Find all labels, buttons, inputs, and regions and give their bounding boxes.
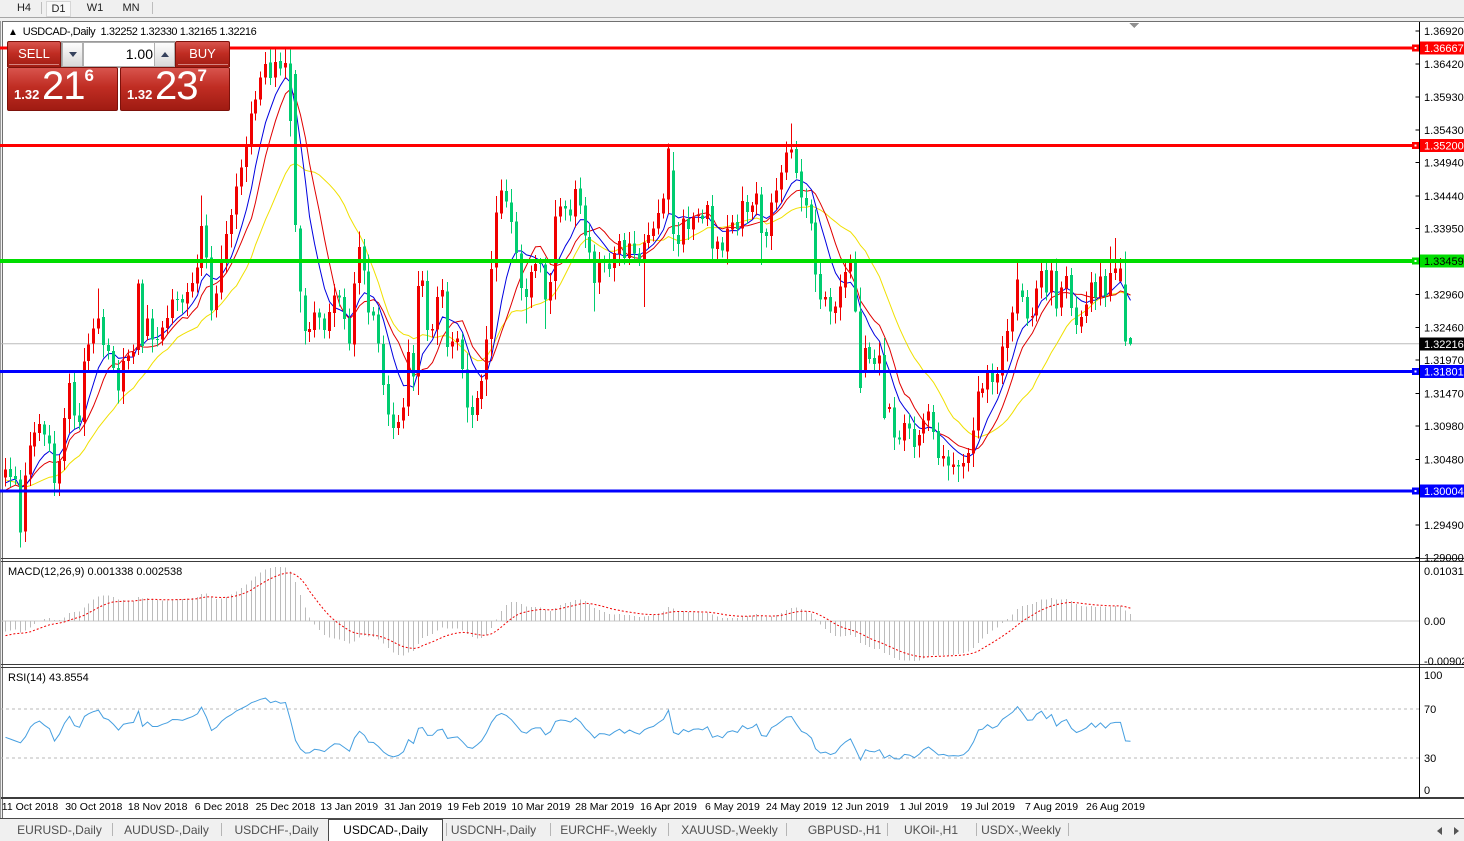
svg-text:1.32960: 1.32960: [1424, 289, 1464, 301]
svg-text:1.30004: 1.30004: [1424, 486, 1464, 498]
svg-text:1.30980: 1.30980: [1424, 421, 1464, 433]
svg-text:1.29490: 1.29490: [1424, 520, 1464, 532]
svg-text:-0.0090203: -0.0090203: [1424, 656, 1464, 668]
svg-text:13 Jan 2019: 13 Jan 2019: [320, 801, 378, 813]
svg-text:1.36920: 1.36920: [1424, 26, 1464, 38]
svg-text:0.010311: 0.010311: [1424, 566, 1464, 578]
svg-text:MACD(12,26,9) 0.001338 0.00253: MACD(12,26,9) 0.001338 0.002538: [8, 566, 182, 578]
svg-text:0: 0: [1424, 785, 1430, 797]
svg-text:19 Jul 2019: 19 Jul 2019: [961, 801, 1015, 813]
svg-text:1 Jul 2019: 1 Jul 2019: [900, 801, 949, 813]
svg-text:1.34440: 1.34440: [1424, 191, 1464, 203]
svg-text:1.35430: 1.35430: [1424, 125, 1464, 137]
svg-text:6 May 2019: 6 May 2019: [705, 801, 760, 813]
svg-text:7 Aug 2019: 7 Aug 2019: [1025, 801, 1078, 813]
svg-text:70: 70: [1424, 704, 1436, 716]
svg-text:RSI(14) 43.8554: RSI(14) 43.8554: [8, 672, 89, 684]
svg-text:1.32460: 1.32460: [1424, 323, 1464, 335]
svg-text:11 Oct 2018: 11 Oct 2018: [2, 801, 59, 813]
svg-text:26 Aug 2019: 26 Aug 2019: [1086, 801, 1145, 813]
svg-text:18 Nov 2018: 18 Nov 2018: [128, 801, 188, 813]
svg-text:12 Jun 2019: 12 Jun 2019: [831, 801, 889, 813]
svg-text:1.31801: 1.31801: [1424, 366, 1464, 378]
svg-text:28 Mar 2019: 28 Mar 2019: [575, 801, 634, 813]
svg-text:0.00: 0.00: [1424, 616, 1445, 628]
svg-text:1.33459: 1.33459: [1424, 256, 1464, 268]
svg-text:1.32216: 1.32216: [1424, 339, 1464, 351]
svg-text:1.35200: 1.35200: [1424, 140, 1464, 152]
svg-text:1.30480: 1.30480: [1424, 454, 1464, 466]
svg-text:10 Mar 2019: 10 Mar 2019: [511, 801, 570, 813]
svg-text:24 May 2019: 24 May 2019: [766, 801, 827, 813]
svg-text:30 Oct 2018: 30 Oct 2018: [65, 801, 122, 813]
svg-text:31 Jan 2019: 31 Jan 2019: [384, 801, 442, 813]
svg-text:1.36667: 1.36667: [1424, 43, 1464, 55]
svg-text:1.34940: 1.34940: [1424, 158, 1464, 170]
svg-text:1.35930: 1.35930: [1424, 92, 1464, 104]
svg-text:1.29000: 1.29000: [1424, 553, 1464, 565]
svg-text:100: 100: [1424, 670, 1442, 682]
svg-text:1.31970: 1.31970: [1424, 355, 1464, 367]
svg-text:19 Feb 2019: 19 Feb 2019: [447, 801, 506, 813]
svg-text:1.33950: 1.33950: [1424, 224, 1464, 236]
svg-text:1.31470: 1.31470: [1424, 388, 1464, 400]
svg-text:1.36420: 1.36420: [1424, 59, 1464, 71]
svg-text:30: 30: [1424, 753, 1436, 765]
svg-text:6 Dec 2018: 6 Dec 2018: [195, 801, 249, 813]
svg-text:25 Dec 2018: 25 Dec 2018: [256, 801, 316, 813]
svg-text:16 Apr 2019: 16 Apr 2019: [640, 801, 697, 813]
